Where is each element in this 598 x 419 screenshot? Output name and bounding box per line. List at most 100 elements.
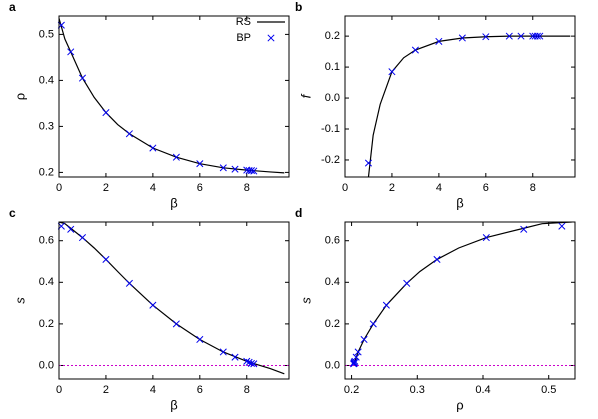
bp-marker bbox=[536, 32, 544, 40]
legend-label: BP bbox=[236, 32, 251, 44]
y-tick-label: -0.2 bbox=[321, 154, 340, 166]
bp-marker bbox=[250, 167, 258, 175]
bp-marker bbox=[149, 144, 157, 152]
bp-marker bbox=[245, 358, 253, 366]
bp-marker bbox=[102, 255, 110, 263]
bp-marker bbox=[196, 335, 204, 344]
y-axis-label: ρ bbox=[12, 93, 27, 100]
bp-marker bbox=[149, 301, 157, 309]
y-tick-label: 0.4 bbox=[39, 276, 54, 288]
plot-frame bbox=[58, 15, 290, 178]
x-tick-label: 8 bbox=[244, 384, 250, 396]
bp-marker bbox=[125, 279, 133, 287]
bp-marker bbox=[482, 33, 490, 41]
bp-marker bbox=[458, 34, 466, 42]
panel-label: c bbox=[9, 206, 16, 220]
x-tick-label: 4 bbox=[150, 384, 156, 396]
bp-marker bbox=[411, 46, 419, 54]
bp-marker bbox=[349, 360, 358, 368]
y-axis-label: f bbox=[298, 93, 313, 98]
x-axis-label: β bbox=[170, 397, 177, 412]
bp-marker bbox=[533, 32, 542, 40]
rs-line bbox=[59, 222, 285, 375]
bp-marker bbox=[172, 320, 180, 328]
bp-marker bbox=[520, 225, 528, 233]
x-tick-label: 0.4 bbox=[475, 384, 490, 396]
rs-line bbox=[354, 222, 572, 362]
bp-marker bbox=[247, 359, 256, 367]
y-tick-label: -0.1 bbox=[321, 123, 340, 135]
y-tick-label: 0.6 bbox=[325, 235, 340, 247]
y-tick-label: 0.2 bbox=[325, 30, 340, 42]
bp-marker bbox=[196, 160, 204, 168]
y-tick-label: 0.1 bbox=[325, 61, 340, 73]
bp-marker bbox=[403, 279, 411, 287]
x-tick-label: 2 bbox=[103, 182, 109, 194]
bp-marker bbox=[369, 320, 377, 328]
bp-marker bbox=[67, 225, 75, 233]
y-tick-label: 0.0 bbox=[325, 92, 340, 104]
x-tick-label: 8 bbox=[530, 182, 536, 194]
bp-marker bbox=[78, 234, 87, 242]
y-tick-label: 0.5 bbox=[39, 28, 54, 40]
y-tick-label: 0.2 bbox=[325, 318, 340, 330]
bp-marker bbox=[388, 68, 396, 76]
bp-marker bbox=[102, 109, 110, 117]
x-tick-label: 4 bbox=[150, 182, 156, 194]
bp-marker bbox=[435, 37, 443, 45]
x-axis-label: β bbox=[456, 195, 463, 210]
legend-label: RS bbox=[236, 16, 251, 28]
x-tick-label: 0.5 bbox=[541, 384, 556, 396]
x-tick-label: 2 bbox=[103, 384, 109, 396]
y-axis-label: s bbox=[298, 297, 313, 304]
bp-marker bbox=[352, 353, 360, 361]
rs-line bbox=[367, 35, 571, 177]
x-tick-label: 0.2 bbox=[344, 384, 359, 396]
bp-marker bbox=[243, 357, 251, 365]
bp-marker bbox=[364, 159, 373, 167]
x-tick-label: 0.3 bbox=[410, 384, 425, 396]
panel: d 0.2 0.3 0.4 0.5 0.0 0.2 0.4 0.6 ρ s bbox=[295, 206, 576, 412]
x-tick-label: 6 bbox=[197, 384, 203, 396]
legend-marker bbox=[267, 34, 275, 42]
plot-frame bbox=[344, 15, 576, 178]
x-tick-label: 6 bbox=[197, 182, 203, 194]
x-tick-label: 6 bbox=[483, 182, 489, 194]
y-tick-label: 0.6 bbox=[39, 235, 54, 247]
panel-label: b bbox=[295, 0, 302, 14]
bp-marker bbox=[382, 301, 390, 309]
bp-marker bbox=[360, 335, 368, 344]
bp-marker bbox=[78, 74, 87, 82]
bp-marker bbox=[250, 360, 258, 368]
bp-marker bbox=[247, 167, 256, 175]
plot-frame bbox=[344, 221, 576, 380]
panel: a 0 2 4 6 8 0.2 0.3 0.4 0.5 β ρ RS BP bbox=[9, 0, 290, 210]
panel-label: d bbox=[295, 206, 302, 220]
y-tick-label: 0.0 bbox=[39, 359, 54, 371]
y-tick-label: 0.0 bbox=[325, 359, 340, 371]
bp-marker bbox=[125, 130, 133, 138]
y-tick-label: 0.4 bbox=[325, 276, 340, 288]
panel-label: a bbox=[9, 0, 16, 14]
bp-marker bbox=[67, 48, 75, 56]
plot-frame bbox=[58, 221, 290, 380]
bp-marker bbox=[219, 348, 227, 356]
x-tick-label: 0 bbox=[56, 384, 62, 396]
y-tick-label: 0.2 bbox=[39, 318, 54, 330]
bp-marker bbox=[482, 234, 490, 242]
bp-marker bbox=[505, 32, 513, 40]
x-tick-label: 4 bbox=[436, 182, 442, 194]
x-tick-label: 0 bbox=[56, 182, 62, 194]
bp-marker bbox=[517, 32, 525, 40]
bp-marker bbox=[231, 165, 239, 173]
bp-marker bbox=[433, 255, 441, 263]
bp-marker bbox=[172, 153, 180, 161]
panel: b 0 2 4 6 8 -0.2 -0.1 0.0 0.1 0.2 β f bbox=[295, 0, 576, 210]
bp-marker bbox=[350, 358, 358, 366]
x-axis-label: ρ bbox=[456, 397, 463, 412]
x-tick-label: 8 bbox=[244, 182, 250, 194]
y-axis-label: s bbox=[12, 297, 27, 304]
y-tick-label: 0.2 bbox=[39, 166, 54, 178]
bp-marker bbox=[219, 164, 227, 172]
